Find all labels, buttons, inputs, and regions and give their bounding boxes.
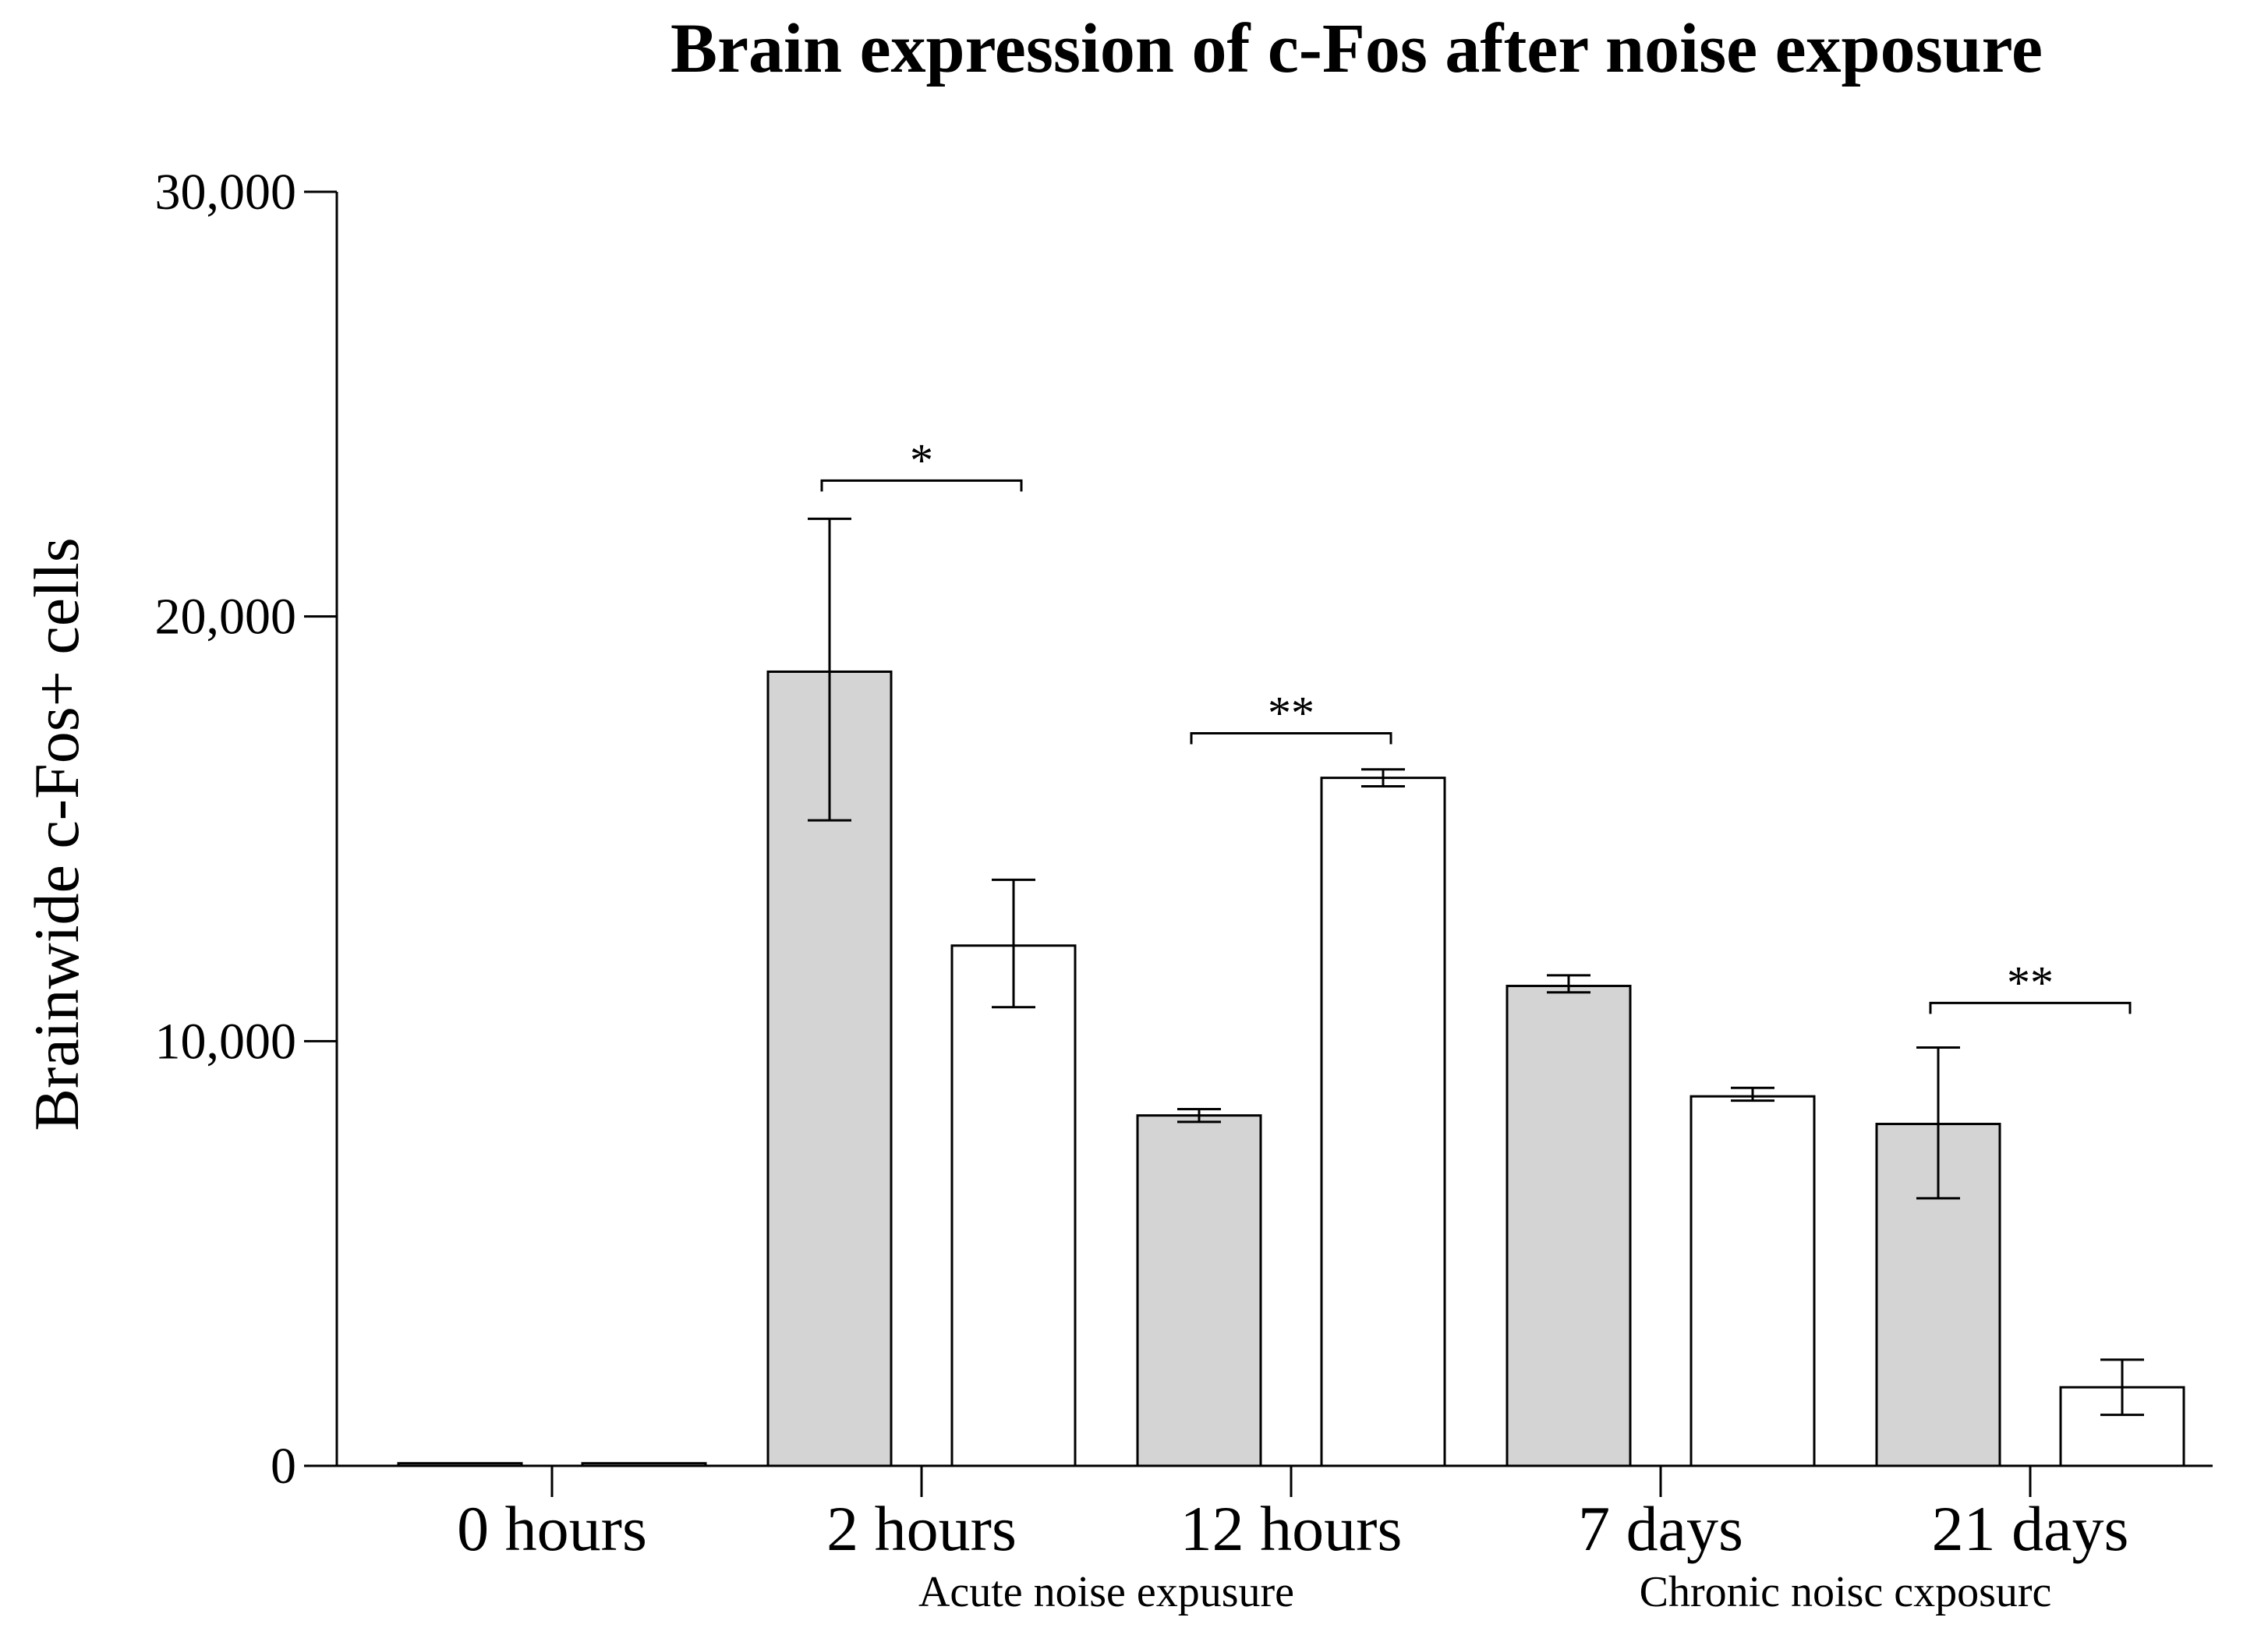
plot-area: 0 10,000 20,000 30,000 0 hours 2 hours 12 hour… [155, 164, 2213, 1616]
chart-title: Brain expression of c-Fos after noise ex… [670, 10, 2043, 87]
y-tick-label: 30,000 [155, 164, 297, 221]
group-label: Acute noise expusure [918, 1568, 1294, 1616]
bar [397, 1462, 523, 1467]
x-tick-label: 12 hours [1180, 1493, 1403, 1564]
y-axis-label: Brainwide c-Fos+ cells [21, 537, 92, 1131]
bar [1506, 985, 1632, 1467]
bar [1320, 777, 1446, 1467]
significance-bracket [1929, 1001, 2132, 1014]
x-tick-label: 0 hours [457, 1493, 647, 1564]
bar [581, 1462, 707, 1467]
significance-bracket [1190, 731, 1392, 745]
x-tick-label: 21 days [1932, 1493, 2129, 1564]
y-tick-label: 20,000 [155, 589, 297, 646]
significance-label: ** [1268, 687, 1314, 738]
significance-label: ** [2007, 957, 2054, 1008]
bar [950, 944, 1077, 1467]
bar [1136, 1114, 1262, 1467]
y-tick-label: 0 [271, 1438, 296, 1495]
significance-bracket [820, 479, 1023, 492]
x-tick-label: 7 days [1578, 1493, 1743, 1564]
significance-label: * [910, 434, 933, 486]
bar [1690, 1095, 1816, 1467]
group-label: Chronic noisc cxposurc [1640, 1568, 2052, 1616]
y-tick-label: 10,000 [155, 1013, 297, 1070]
x-tick-label: 2 hours [826, 1493, 1017, 1564]
